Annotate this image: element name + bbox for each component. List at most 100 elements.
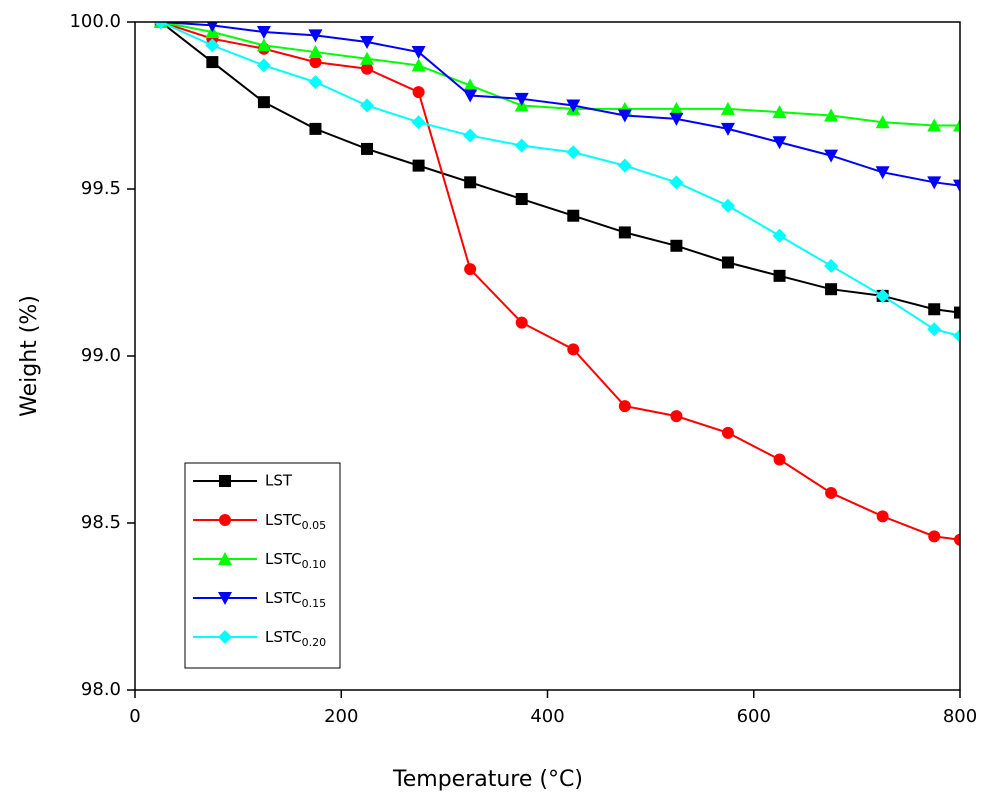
marker [218,552,232,565]
marker [825,486,838,499]
marker [361,142,374,155]
legend: LST LSTC0.05 LSTC0.10 LSTC0.15 LSTC0.20 [184,462,341,669]
series-line [160,22,960,314]
marker [412,159,425,172]
marker [927,176,942,190]
marker [206,22,218,33]
marker [219,475,231,487]
marker [361,62,374,75]
marker [218,592,232,605]
series-line [160,22,960,337]
y-axis-label: Weight (%) [17,295,42,417]
plot-frame [134,21,961,691]
marker [514,138,529,153]
legend-label: LSTC0.05 [265,511,326,533]
marker [515,316,528,329]
marker [772,228,787,243]
marker [464,176,477,189]
y-tick-label: 98.0 [81,679,121,700]
marker [772,105,787,119]
legend-label: LSTC0.10 [265,550,326,572]
marker [773,269,786,282]
legend-box [184,462,341,669]
marker [360,98,375,113]
marker [825,283,838,296]
x-tick-label: 0 [129,706,140,727]
marker [875,166,890,180]
marker [953,328,960,343]
marker [515,193,528,206]
marker [720,101,735,115]
legend-label: LST [265,472,293,490]
marker [927,322,942,337]
marker [360,36,375,50]
marker [953,118,960,132]
marker [464,263,477,276]
marker [566,145,581,160]
marker [206,56,219,69]
marker [824,108,839,122]
marker [256,26,271,40]
marker [308,45,323,59]
marker [256,58,271,73]
marker [411,115,426,130]
marker [412,86,425,99]
x-tick-label: 800 [943,706,977,727]
marker [669,175,684,190]
marker [954,533,960,546]
marker [219,514,231,526]
marker [928,303,941,316]
marker [953,179,960,193]
marker [360,51,375,65]
marker [720,198,735,213]
marker [773,453,786,466]
marker [257,96,270,109]
marker [566,99,581,113]
marker [218,630,232,644]
series-line [160,22,960,541]
marker [411,58,426,72]
marker [617,158,632,173]
marker [205,38,220,53]
legend-label: LSTC0.15 [265,589,326,611]
marker [669,101,684,115]
marker [463,89,478,103]
y-tick-label: 99.5 [81,178,121,199]
marker [411,46,426,60]
marker [824,258,839,273]
marker [824,149,839,163]
marker [308,75,323,90]
x-tick-label: 600 [737,706,771,727]
y-tick-label: 100.0 [69,11,121,32]
marker [875,288,890,303]
marker [670,410,683,423]
marker [256,38,271,52]
marker [463,78,478,92]
marker [721,256,734,269]
marker [567,343,580,356]
marker [618,226,631,239]
marker [669,112,684,126]
marker [153,22,168,29]
marker [928,530,941,543]
marker [617,109,632,123]
marker [720,122,735,136]
marker [772,136,787,150]
marker [308,29,323,43]
marker [567,209,580,222]
plot-area [153,22,960,546]
x-axis-label: Temperature (°C) [392,767,583,792]
marker [309,56,322,69]
marker [670,239,683,252]
marker [876,510,889,523]
marker [514,92,529,106]
x-tick-label: 200 [324,706,358,727]
marker [927,118,942,132]
y-tick-label: 99.0 [81,345,121,366]
marker [618,400,631,413]
marker [463,128,478,143]
y-tick-label: 98.5 [81,512,121,533]
marker [721,426,734,439]
marker [875,115,890,129]
